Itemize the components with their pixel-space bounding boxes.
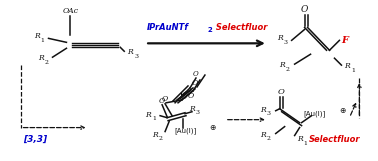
Text: IPrAuNTf: IPrAuNTf xyxy=(147,23,189,32)
Text: O: O xyxy=(162,95,168,103)
Text: 2: 2 xyxy=(45,60,48,65)
Text: R: R xyxy=(34,32,39,40)
Text: [3,3]: [3,3] xyxy=(23,135,48,144)
Text: [Au(I)]: [Au(I)] xyxy=(304,110,326,117)
Text: O: O xyxy=(159,97,165,105)
Text: 3: 3 xyxy=(196,110,200,115)
Text: OAc: OAc xyxy=(62,7,79,15)
Text: Selectfluor: Selectfluor xyxy=(309,135,360,144)
Text: Selectfluor: Selectfluor xyxy=(213,23,267,32)
Text: O: O xyxy=(277,88,284,96)
Text: 2: 2 xyxy=(159,136,163,141)
Text: 1: 1 xyxy=(304,141,308,146)
Text: ⊕: ⊕ xyxy=(210,123,216,132)
Text: 3: 3 xyxy=(134,54,138,59)
Text: 3: 3 xyxy=(284,40,288,45)
Text: R: R xyxy=(189,105,195,113)
Text: O: O xyxy=(192,79,198,87)
Text: 2: 2 xyxy=(208,27,213,33)
Text: 1: 1 xyxy=(352,68,355,73)
Text: 1: 1 xyxy=(40,38,45,43)
Text: O: O xyxy=(188,92,194,100)
Text: R: R xyxy=(38,54,43,62)
Text: R: R xyxy=(152,131,158,138)
Text: R: R xyxy=(344,62,350,70)
Text: F: F xyxy=(341,36,348,45)
Text: R: R xyxy=(277,34,282,42)
Text: R: R xyxy=(145,111,151,119)
Text: R: R xyxy=(279,61,285,69)
Text: 2: 2 xyxy=(286,67,290,72)
Text: 3: 3 xyxy=(267,111,271,116)
Text: ⊕: ⊕ xyxy=(339,106,345,115)
Text: 2: 2 xyxy=(267,136,271,141)
Text: O: O xyxy=(301,5,308,14)
Text: [Au(I)]: [Au(I)] xyxy=(174,127,196,134)
Text: 1: 1 xyxy=(152,116,156,121)
FancyArrowPatch shape xyxy=(181,91,190,96)
Text: R: R xyxy=(297,136,302,143)
Text: O: O xyxy=(181,93,187,101)
Text: R: R xyxy=(127,48,133,56)
Text: O: O xyxy=(193,70,199,78)
Text: R: R xyxy=(260,131,266,138)
Text: R: R xyxy=(260,106,266,114)
